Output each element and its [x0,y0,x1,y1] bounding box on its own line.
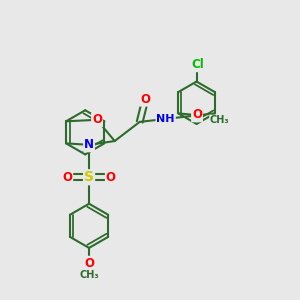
Text: O: O [62,171,72,184]
Text: S: S [84,170,94,184]
Text: CH₃: CH₃ [79,270,99,280]
Text: O: O [106,171,116,184]
Text: O: O [92,113,102,126]
Text: N: N [84,138,94,151]
Text: O: O [140,93,150,106]
Text: O: O [192,108,202,121]
Text: Cl: Cl [192,58,204,71]
Text: NH: NH [156,114,175,124]
Text: CH₃: CH₃ [210,115,229,125]
Text: O: O [84,257,94,270]
